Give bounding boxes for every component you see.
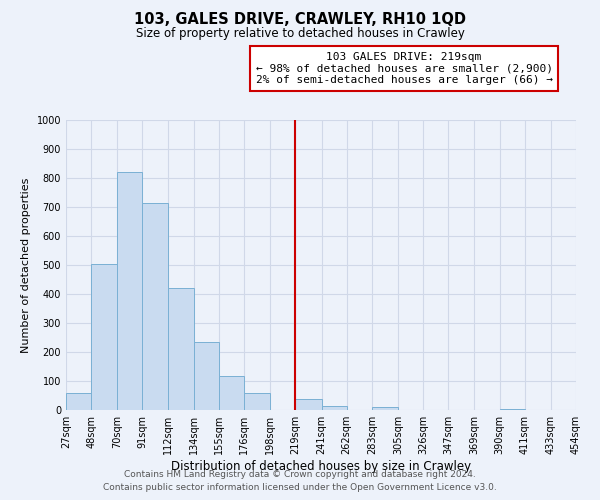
Bar [142,203,167,410]
Bar [500,408,524,410]
Bar [118,172,142,410]
Bar [91,264,118,410]
Y-axis label: Number of detached properties: Number of detached properties [21,178,31,352]
Bar [372,407,398,410]
Text: 103 GALES DRIVE: 219sqm
← 98% of detached houses are smaller (2,900)
2% of semi-: 103 GALES DRIVE: 219sqm ← 98% of detache… [256,52,553,85]
Text: 103, GALES DRIVE, CRAWLEY, RH10 1QD: 103, GALES DRIVE, CRAWLEY, RH10 1QD [134,12,466,28]
X-axis label: Distribution of detached houses by size in Crawley: Distribution of detached houses by size … [171,460,471,473]
Text: Contains HM Land Registry data © Crown copyright and database right 2024.
Contai: Contains HM Land Registry data © Crown c… [103,470,497,492]
Bar [295,400,322,410]
Text: Size of property relative to detached houses in Crawley: Size of property relative to detached ho… [136,28,464,40]
Bar [219,376,244,410]
Bar [66,394,91,410]
Bar [194,342,219,410]
Bar [322,406,347,410]
Bar [167,288,194,410]
Bar [244,394,270,410]
